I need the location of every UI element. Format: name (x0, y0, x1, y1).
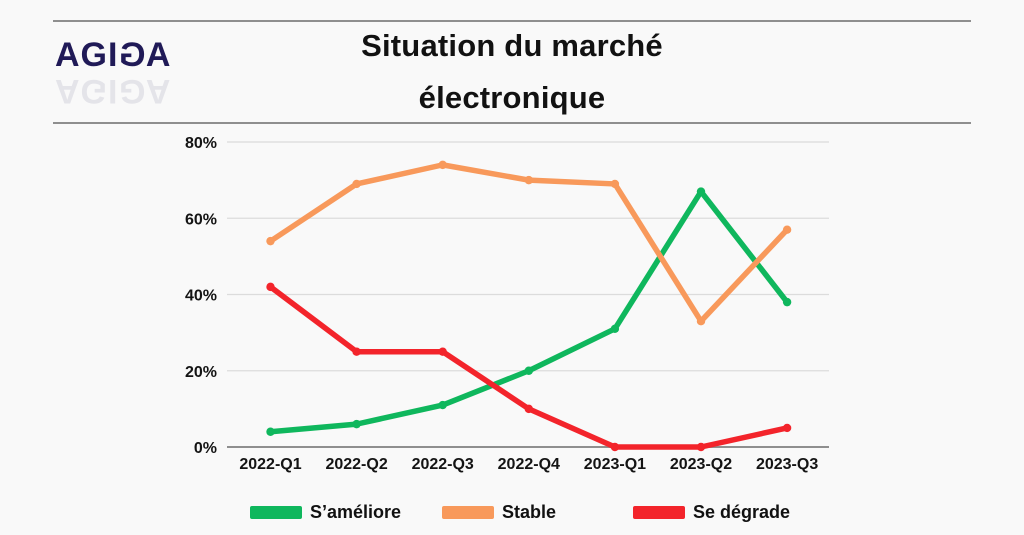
bottom-divider (53, 122, 971, 124)
series-line (267, 162, 790, 324)
data-point (266, 236, 275, 246)
data-point (696, 187, 706, 196)
data-point (524, 366, 533, 375)
data-point (438, 400, 447, 410)
data-point (782, 297, 792, 307)
chart-title: Situation du marché électronique (0, 20, 1024, 124)
data-point (610, 179, 620, 189)
y-tick-label: 60% (185, 211, 217, 228)
y-tick-label: 20% (185, 364, 217, 381)
data-point (266, 427, 275, 436)
brand-logo: AGIGA (55, 36, 171, 74)
y-tick-label: 80% (185, 135, 217, 152)
x-tick-label: 2023-Q3 (756, 456, 818, 473)
data-point (610, 442, 620, 452)
data-point (438, 347, 447, 356)
x-tick-label: 2022-Q1 (239, 456, 301, 473)
data-point (352, 179, 361, 189)
x-tick-label: 2022-Q2 (325, 456, 387, 473)
brand-logo-text-end: A (145, 36, 172, 74)
chart-title-line1: Situation du marché (361, 28, 663, 63)
x-tick-label: 2022-Q4 (498, 456, 560, 473)
x-tick-label: 2023-Q2 (670, 456, 732, 473)
chart-title-line2: électronique (418, 80, 606, 115)
top-divider (53, 20, 971, 22)
data-point (782, 423, 792, 433)
data-point (610, 324, 620, 334)
brand-logo-text: AGI (55, 36, 119, 74)
x-tick-label: 2022-Q3 (412, 456, 474, 473)
data-point (352, 419, 361, 429)
data-point (524, 175, 533, 185)
data-point (266, 282, 275, 292)
y-tick-label: 40% (185, 288, 217, 305)
data-point (352, 347, 361, 356)
y-tick-label: 0% (194, 440, 217, 457)
data-point (438, 160, 447, 170)
data-point (782, 225, 792, 234)
data-point (696, 316, 706, 326)
data-point (696, 442, 706, 452)
data-point (524, 404, 533, 414)
x-tick-label: 2023-Q1 (584, 456, 646, 473)
